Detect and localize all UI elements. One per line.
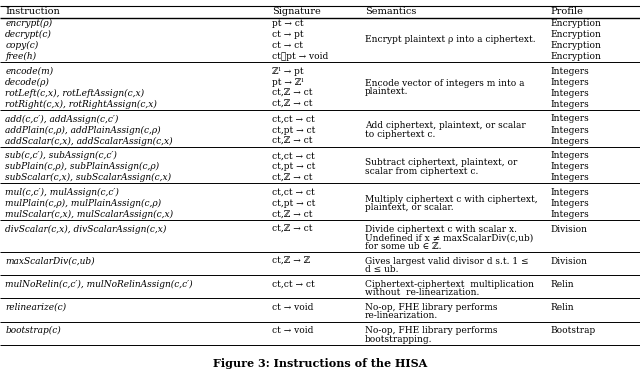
- Text: ct,ℤ → ct: ct,ℤ → ct: [272, 136, 312, 146]
- Text: ct,pt → ct: ct,pt → ct: [272, 126, 316, 135]
- Text: ct⋃pt → void: ct⋃pt → void: [272, 52, 328, 61]
- Text: mulNoRelin(c,c′), mulNoRelinAssign(c,c′): mulNoRelin(c,c′), mulNoRelinAssign(c,c′): [5, 280, 193, 289]
- Text: rotRight(c,x), rotRightAssign(c,x): rotRight(c,x), rotRightAssign(c,x): [5, 100, 157, 109]
- Text: Encryption: Encryption: [550, 52, 601, 61]
- Text: Integers: Integers: [550, 210, 589, 219]
- Text: Signature: Signature: [272, 7, 321, 16]
- Text: ct,ct → ct: ct,ct → ct: [272, 188, 315, 197]
- Text: d ≤ ub.: d ≤ ub.: [365, 265, 398, 274]
- Text: bootstrap(c): bootstrap(c): [5, 326, 61, 335]
- Text: relinearize(c): relinearize(c): [5, 303, 67, 312]
- Text: decode(ρ): decode(ρ): [5, 77, 50, 87]
- Text: Integers: Integers: [550, 199, 589, 208]
- Text: Integers: Integers: [550, 114, 589, 123]
- Text: sub(c,c′), subAssign(c,c′): sub(c,c′), subAssign(c,c′): [5, 151, 117, 160]
- Text: to ciphertext c.: to ciphertext c.: [365, 130, 435, 139]
- Text: Semantics: Semantics: [365, 7, 416, 16]
- Text: Encryption: Encryption: [550, 41, 601, 50]
- Text: decrypt(c): decrypt(c): [5, 30, 52, 39]
- Text: No-op, FHE library performs: No-op, FHE library performs: [365, 303, 497, 312]
- Text: Relin: Relin: [550, 280, 574, 289]
- Text: ct,ℤ → ct: ct,ℤ → ct: [272, 225, 312, 234]
- Text: ct → pt: ct → pt: [272, 30, 303, 39]
- Text: No-op, FHE library performs: No-op, FHE library performs: [365, 326, 497, 335]
- Text: ct → void: ct → void: [272, 303, 314, 312]
- Text: plaintext, or scalar.: plaintext, or scalar.: [365, 203, 453, 212]
- Text: for some ub ∈ ℤ.: for some ub ∈ ℤ.: [365, 242, 442, 251]
- Text: Encryption: Encryption: [550, 19, 601, 28]
- Text: ct,ℤ → ℤ: ct,ℤ → ℤ: [272, 256, 310, 265]
- Text: ct → void: ct → void: [272, 326, 314, 335]
- Text: ct,pt → ct: ct,pt → ct: [272, 162, 316, 171]
- Text: without  re-linearization.: without re-linearization.: [365, 288, 479, 297]
- Text: pt → ct: pt → ct: [272, 19, 303, 28]
- Text: subScalar(c,x), subScalarAssign(c,x): subScalar(c,x), subScalarAssign(c,x): [5, 173, 172, 182]
- Text: Division: Division: [550, 256, 588, 265]
- Text: mulScalar(c,x), mulScalarAssign(c,x): mulScalar(c,x), mulScalarAssign(c,x): [5, 210, 173, 219]
- Text: re-linearization.: re-linearization.: [365, 311, 438, 320]
- Text: Integers: Integers: [550, 89, 589, 98]
- Text: Figure 3: Instructions of the HISA: Figure 3: Instructions of the HISA: [213, 358, 427, 369]
- Text: Undefined if x ≠ maxScalarDiv(c,ub): Undefined if x ≠ maxScalarDiv(c,ub): [365, 233, 533, 243]
- Text: maxScalarDiv(c,ub): maxScalarDiv(c,ub): [5, 256, 95, 265]
- Text: Integers: Integers: [550, 151, 589, 160]
- Text: Encryption: Encryption: [550, 30, 601, 39]
- Text: Multiply ciphertext c with ciphertext,: Multiply ciphertext c with ciphertext,: [365, 195, 538, 204]
- Text: ℤˡ → pt: ℤˡ → pt: [272, 67, 303, 76]
- Text: mulPlain(c,ρ), mulPlainAssign(c,ρ): mulPlain(c,ρ), mulPlainAssign(c,ρ): [5, 199, 161, 208]
- Text: Bootstrap: Bootstrap: [550, 326, 596, 335]
- Text: Integers: Integers: [550, 126, 589, 135]
- Text: Subtract ciphertext, plaintext, or: Subtract ciphertext, plaintext, or: [365, 158, 517, 167]
- Text: ct,ct → ct: ct,ct → ct: [272, 151, 315, 160]
- Text: Add ciphertext, plaintext, or scalar: Add ciphertext, plaintext, or scalar: [365, 121, 525, 130]
- Text: ct,ct → ct: ct,ct → ct: [272, 114, 315, 123]
- Text: plaintext.: plaintext.: [365, 88, 408, 97]
- Text: free(h): free(h): [5, 52, 36, 61]
- Text: Integers: Integers: [550, 67, 589, 76]
- Text: Encrypt plaintext ρ into a ciphertext.: Encrypt plaintext ρ into a ciphertext.: [365, 35, 536, 44]
- Text: Instruction: Instruction: [5, 7, 60, 16]
- Text: Integers: Integers: [550, 100, 589, 109]
- Text: encode(m): encode(m): [5, 67, 53, 76]
- Text: mul(c,c′), mulAssign(c,c′): mul(c,c′), mulAssign(c,c′): [5, 188, 119, 197]
- Text: pt → ℤˡ: pt → ℤˡ: [272, 78, 303, 86]
- Text: Integers: Integers: [550, 162, 589, 171]
- Text: ct,ct → ct: ct,ct → ct: [272, 280, 315, 289]
- Text: divScalar(c,x), divScalarAssign(c,x): divScalar(c,x), divScalarAssign(c,x): [5, 225, 166, 234]
- Text: Integers: Integers: [550, 78, 589, 86]
- Text: addPlain(c,ρ), addPlainAssign(c,ρ): addPlain(c,ρ), addPlainAssign(c,ρ): [5, 126, 161, 135]
- Text: Profile: Profile: [550, 7, 583, 16]
- Text: encrypt(ρ): encrypt(ρ): [5, 19, 52, 28]
- Text: ct,ℤ → ct: ct,ℤ → ct: [272, 173, 312, 182]
- Text: Gives largest valid divisor d s.t. 1 ≤: Gives largest valid divisor d s.t. 1 ≤: [365, 256, 528, 265]
- Text: ct,ℤ → ct: ct,ℤ → ct: [272, 210, 312, 219]
- Text: ct,ℤ → ct: ct,ℤ → ct: [272, 100, 312, 109]
- Text: Divide ciphertext c with scalar x.: Divide ciphertext c with scalar x.: [365, 225, 520, 234]
- Text: Relin: Relin: [550, 303, 574, 312]
- Text: Integers: Integers: [550, 136, 589, 146]
- Text: copy(c): copy(c): [5, 41, 38, 50]
- Text: add(c,c′), addAssign(c,c′): add(c,c′), addAssign(c,c′): [5, 114, 118, 123]
- Text: Division: Division: [550, 225, 588, 234]
- Text: Ciphertext-ciphertext  multiplication: Ciphertext-ciphertext multiplication: [365, 280, 537, 289]
- Text: Integers: Integers: [550, 173, 589, 182]
- Text: Integers: Integers: [550, 188, 589, 197]
- Text: rotLeft(c,x), rotLeftAssign(c,x): rotLeft(c,x), rotLeftAssign(c,x): [5, 89, 144, 98]
- Text: ct,ℤ → ct: ct,ℤ → ct: [272, 89, 312, 98]
- Text: ct,pt → ct: ct,pt → ct: [272, 199, 316, 208]
- Text: subPlain(c,ρ), subPlainAssign(c,ρ): subPlain(c,ρ), subPlainAssign(c,ρ): [5, 162, 159, 171]
- Text: bootstrapping.: bootstrapping.: [365, 335, 432, 344]
- Text: scalar from ciphertext c.: scalar from ciphertext c.: [365, 167, 478, 176]
- Text: Encode vector of integers m into a: Encode vector of integers m into a: [365, 79, 524, 88]
- Text: ct → ct: ct → ct: [272, 41, 303, 50]
- Text: addScalar(c,x), addScalarAssign(c,x): addScalar(c,x), addScalarAssign(c,x): [5, 136, 173, 146]
